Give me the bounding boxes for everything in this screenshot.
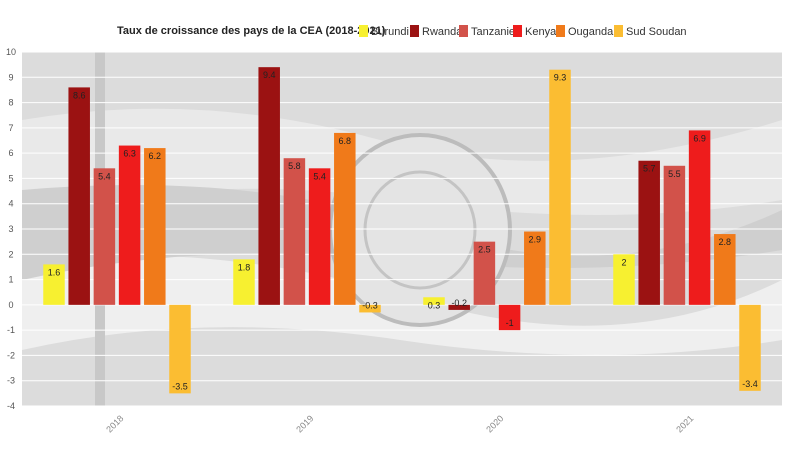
data-label: 2: [621, 257, 626, 267]
y-tick-label: -4: [7, 401, 15, 411]
y-tick-label: 5: [8, 173, 13, 183]
x-tick-label: 2021: [674, 413, 695, 434]
data-label: -3.5: [172, 381, 188, 391]
data-label: 6.3: [123, 149, 136, 159]
bar-burundi-2018: [43, 264, 65, 305]
data-label: 9.4: [263, 70, 276, 80]
data-label: 0.3: [428, 300, 441, 310]
y-tick-label: 4: [8, 199, 13, 209]
legend-label: Rwanda: [422, 26, 463, 38]
data-label: 5.7: [643, 164, 656, 174]
data-label: 6.2: [149, 151, 162, 161]
legend-swatch: [359, 25, 368, 37]
legend: Burundi Rwanda Tanzanie Kenya Ouganda Sud Sou…: [359, 25, 687, 38]
bar-kenya-2020: [498, 304, 521, 331]
x-tick-label: 2019: [294, 413, 315, 434]
data-label: -3.4: [742, 379, 758, 389]
legend-item-burundi[interactable]: Burundi: [359, 25, 409, 38]
legend-label: Ouganda: [568, 26, 614, 38]
y-tick-label: -2: [7, 350, 15, 360]
bar-ouganda-2019: [334, 132, 356, 305]
y-tick-label: 8: [8, 98, 13, 108]
bar-ouganda-2018: [144, 148, 166, 305]
bar-sud-soudan-2021: [739, 304, 761, 391]
legend-item-sud-soudan[interactable]: Sud Soudan: [614, 25, 687, 38]
bar-ouganda-2020: [524, 231, 546, 305]
legend-label: Tanzanie: [471, 26, 515, 38]
legend-label: Sud Soudan: [626, 26, 687, 38]
bars: 1.6 8.6 5.4 6.3 6.2 -3.5 1.8 9.4 5.8 5.4 6.8 -0.3 0.…: [43, 67, 761, 394]
y-tick-label: 10: [6, 47, 16, 57]
y-tick-label: 1: [8, 275, 13, 285]
bar-burundi-2019: [233, 259, 255, 305]
bar-ouganda-2021: [714, 234, 736, 305]
legend-item-ouganda[interactable]: Ouganda: [556, 25, 614, 38]
data-label: -0.2: [451, 298, 467, 308]
legend-label: Kenya: [525, 26, 557, 38]
legend-swatch: [459, 25, 468, 37]
data-label: 1.6: [48, 267, 61, 277]
legend-swatch: [556, 25, 565, 37]
legend-swatch: [614, 25, 623, 37]
y-tick-label: 3: [8, 224, 13, 234]
y-tick-label: 7: [8, 123, 13, 133]
data-label: 1.8: [238, 262, 251, 272]
bar-rwanda-2020: [448, 304, 470, 310]
legend-swatch: [410, 25, 419, 37]
bar-burundi-2021: [613, 254, 635, 305]
data-label: 9.3: [554, 73, 567, 83]
data-label: 2.8: [719, 237, 732, 247]
y-tick-label: -1: [7, 325, 15, 335]
bar-sud-soudan-2020: [549, 69, 571, 305]
chart-title: Taux de croissance des pays de la CEA (2…: [117, 25, 386, 37]
data-label: 6.9: [693, 133, 706, 143]
data-label: 2.9: [529, 235, 542, 245]
data-label: -0.3: [362, 300, 378, 310]
data-label: 8.6: [73, 90, 86, 100]
y-tick-label: 2: [8, 249, 13, 259]
x-axis: 2018 2019 2020 2021: [104, 413, 695, 434]
bar-tanzanie-2020: [473, 241, 496, 305]
bar-rwanda-2018: [68, 87, 90, 305]
legend-item-tanzanie[interactable]: Tanzanie: [459, 25, 515, 38]
y-tick-label: -3: [7, 376, 15, 386]
data-label: 5.5: [668, 169, 681, 179]
data-label: 5.8: [288, 161, 301, 171]
bar-burundi-2020: [423, 297, 445, 305]
bar-sud-soudan-2019: [359, 304, 381, 313]
bar-tanzanie-2021: [663, 165, 686, 305]
y-tick-label: 0: [8, 300, 13, 310]
data-label: 5.4: [313, 171, 326, 181]
legend-label: Burundi: [371, 26, 409, 38]
legend-item-rwanda[interactable]: Rwanda: [410, 25, 463, 38]
bar-rwanda-2019: [258, 67, 280, 305]
y-tick-label: 9: [8, 72, 13, 82]
bar-sud-soudan-2018: [169, 304, 191, 394]
bar-tanzanie-2018: [93, 168, 116, 305]
bar-rwanda-2021: [638, 160, 660, 305]
x-tick-label: 2018: [104, 413, 125, 434]
legend-item-kenya[interactable]: Kenya: [513, 25, 557, 38]
y-axis: -4 -3 -2 -1 0 1 2 3 4 5 6 7 8 9 10: [6, 47, 16, 411]
bar-kenya-2021: [688, 130, 711, 305]
data-label: 6.8: [339, 136, 352, 146]
data-label: 2.5: [478, 245, 491, 255]
x-tick-label: 2020: [484, 413, 505, 434]
data-label: -1: [506, 318, 514, 328]
y-tick-label: 6: [8, 148, 13, 158]
bar-kenya-2018: [118, 145, 141, 305]
bar-kenya-2019: [308, 168, 331, 305]
data-label: 5.4: [98, 171, 111, 181]
bar-tanzanie-2019: [283, 158, 306, 305]
legend-swatch: [513, 25, 522, 37]
